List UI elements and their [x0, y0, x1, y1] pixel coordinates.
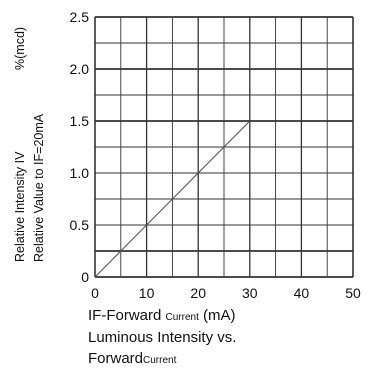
- x-tick-label: 0: [91, 285, 99, 301]
- y-axis-label-line2: Relative Value to IF=20mA: [32, 113, 46, 262]
- y-tick-label: 0: [81, 269, 89, 285]
- y-tick-label: 1.5: [70, 113, 90, 129]
- series: [94, 120, 251, 278]
- x-tick-label: 50: [345, 285, 361, 301]
- y-tick-label: 1.0: [70, 165, 90, 181]
- series-line: [94, 120, 251, 278]
- x-axis-label-main: IF-Forward: [88, 307, 162, 324]
- caption-main: Forward: [88, 350, 144, 367]
- y-axis-label-unit: %(mcd): [13, 27, 27, 70]
- x-axis-label-small: Current: [165, 312, 199, 323]
- x-axis-label: IF-Forward Current (mA): [88, 308, 236, 323]
- x-axis-label-unit: (mA): [203, 307, 236, 324]
- caption-small: Current: [143, 355, 177, 366]
- x-tick-label: 30: [242, 285, 258, 301]
- x-tick-label: 10: [139, 285, 155, 301]
- y-tick-label: 0.5: [70, 217, 90, 233]
- caption-line2: ForwardCurrent: [88, 351, 176, 366]
- grid: [94, 16, 354, 278]
- y-tick-label: 2.0: [70, 61, 90, 77]
- x-tick-label: 40: [294, 285, 310, 301]
- y-tick-label: 2.5: [70, 9, 90, 25]
- tick-labels: 0 10 20 30 40 50 0 0.5 1.0 1.5 2.0 2.5: [70, 9, 361, 301]
- y-axis-label-line1: Relative Intensity IV: [13, 151, 27, 262]
- caption-line1: Luminous Intensity vs.: [88, 329, 237, 346]
- x-tick-label: 20: [190, 285, 206, 301]
